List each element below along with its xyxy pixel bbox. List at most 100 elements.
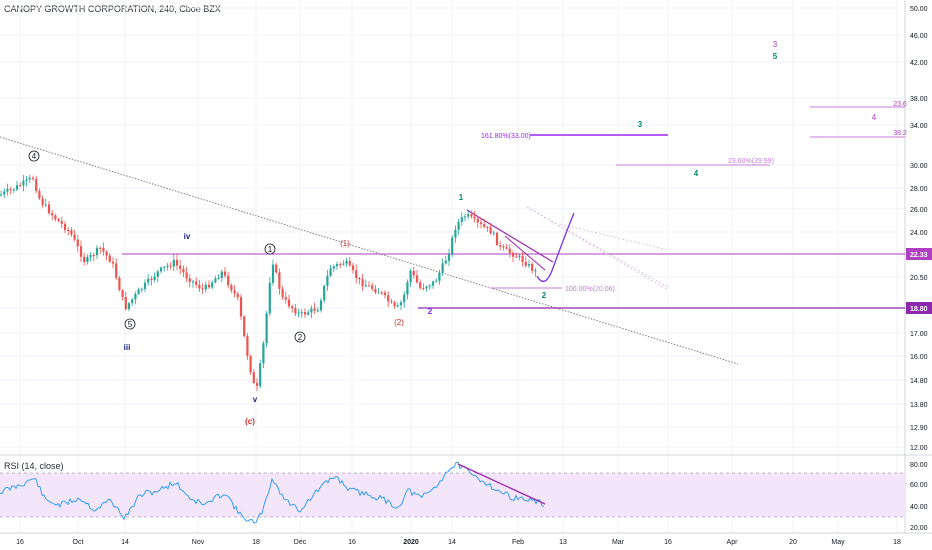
wave-label: 4	[694, 169, 699, 178]
candle-body	[239, 297, 243, 317]
candle-body	[265, 313, 268, 344]
wave-label: 3	[773, 40, 778, 49]
candle-body	[364, 285, 367, 287]
price-tick-label: 30.00	[910, 163, 928, 170]
candle-body	[99, 247, 102, 249]
price-tick-label: 24.00	[910, 230, 928, 237]
candle-body	[313, 308, 316, 311]
candle-body	[399, 302, 403, 306]
candle-body	[159, 267, 163, 272]
candle-body	[131, 299, 134, 304]
candle-body	[428, 285, 431, 287]
time-tick-label: 2020	[403, 539, 419, 546]
candle-body	[92, 255, 95, 257]
candle-body	[527, 264, 531, 266]
candle-body	[425, 286, 428, 289]
candle-body	[511, 252, 515, 257]
candle-body	[361, 279, 364, 287]
candle-body	[255, 382, 259, 386]
wave-label: (2)	[394, 318, 404, 327]
candle-body	[393, 302, 396, 307]
candle-body	[441, 263, 444, 273]
candle-body	[335, 264, 339, 267]
candle-body	[41, 198, 44, 205]
candle-body	[134, 293, 137, 300]
candle-body	[163, 266, 166, 268]
candle-body	[495, 232, 499, 245]
candle-body	[150, 278, 153, 281]
candle-body	[195, 281, 198, 285]
candle-body	[367, 285, 371, 287]
time-axis: 16 Oct 14 Nov 18 Dec 16 2020 14 Feb 13 Mar 16 Apr 20 Ma…	[16, 539, 901, 546]
candle-body	[345, 261, 348, 264]
candle-body	[121, 290, 124, 297]
candle-body	[460, 217, 463, 222]
rsi-axis-ticks: 80.00 60.00 40.00 20.00	[910, 462, 928, 532]
price-axis	[905, 0, 932, 550]
candle-body	[169, 265, 172, 267]
candle-body	[6, 189, 9, 192]
wave-label: 5	[773, 52, 778, 61]
candle-body	[489, 227, 492, 234]
candle-body	[246, 336, 249, 357]
time-tick-label: Apr	[727, 539, 739, 546]
candle-body	[230, 285, 233, 291]
time-tick-label: May	[831, 539, 845, 546]
candle-body	[19, 185, 22, 187]
time-tick-label: 13	[559, 539, 567, 546]
time-tick-label: 20	[789, 539, 797, 546]
candle-body	[534, 270, 537, 272]
rsi-pane	[0, 462, 545, 524]
rsi-title: RSI (14, close)	[4, 461, 64, 471]
wave-labels: 4 5 iii iv 1 v (c) 2 (1) (2) 1 2 2 3 4 3 5 4 23.6 38.2 161.8…	[28, 40, 907, 426]
candle-body	[435, 280, 438, 282]
candle-body	[111, 261, 115, 264]
candle-body	[374, 288, 377, 293]
candle-body	[284, 297, 287, 300]
candle-body	[25, 179, 28, 181]
price-tag-label: 18.80	[910, 306, 928, 313]
candle-body	[451, 237, 454, 255]
candle-body	[47, 204, 51, 214]
price-tick-label: 12.90	[910, 425, 928, 432]
wave-label: 3	[638, 120, 643, 129]
grid-lines	[0, 0, 905, 533]
rsi-line	[0, 462, 545, 524]
price-tick-label: 50.00	[910, 6, 928, 13]
price-tick-label: 12.00	[910, 445, 928, 452]
candle-body	[454, 229, 457, 238]
candle-body	[271, 264, 275, 283]
downtrend-line[interactable]	[0, 136, 739, 365]
rsi-divergence-line[interactable]	[457, 463, 546, 505]
wave-label: 2	[298, 333, 303, 342]
candle-body	[22, 180, 25, 186]
price-tick-label: 28.00	[910, 186, 928, 193]
candle-body	[387, 294, 390, 302]
candle-body	[415, 275, 419, 283]
candle-body	[73, 234, 76, 240]
candle-body	[479, 222, 483, 225]
wedge-lower[interactable]	[504, 235, 546, 271]
candle-body	[172, 259, 175, 267]
candle-body	[118, 277, 121, 291]
time-tick-label: 16	[16, 539, 24, 546]
candle-body	[198, 284, 201, 289]
candle-body	[307, 312, 310, 315]
candle-body	[44, 204, 47, 206]
candle-body	[463, 216, 467, 218]
price-tick-label: 16.00	[910, 354, 928, 361]
candle-body	[137, 289, 140, 294]
fib-label: 100.00%(20.06)	[565, 286, 615, 293]
candle-body	[524, 261, 527, 266]
candle-body	[204, 284, 207, 290]
fib-label: 161.80%(33.00)	[481, 133, 531, 140]
price-tick-label: 34.00	[910, 123, 928, 130]
projection-curve[interactable]	[536, 212, 575, 283]
candle-body	[3, 191, 6, 195]
candle-body	[358, 277, 361, 280]
chart-title: CANOPY GROWTH CORPORATION, 240, Cboe BZX	[4, 4, 221, 14]
wave-label: 1	[459, 193, 464, 202]
price-tag	[906, 248, 932, 260]
time-tick-label: 18	[893, 539, 901, 546]
